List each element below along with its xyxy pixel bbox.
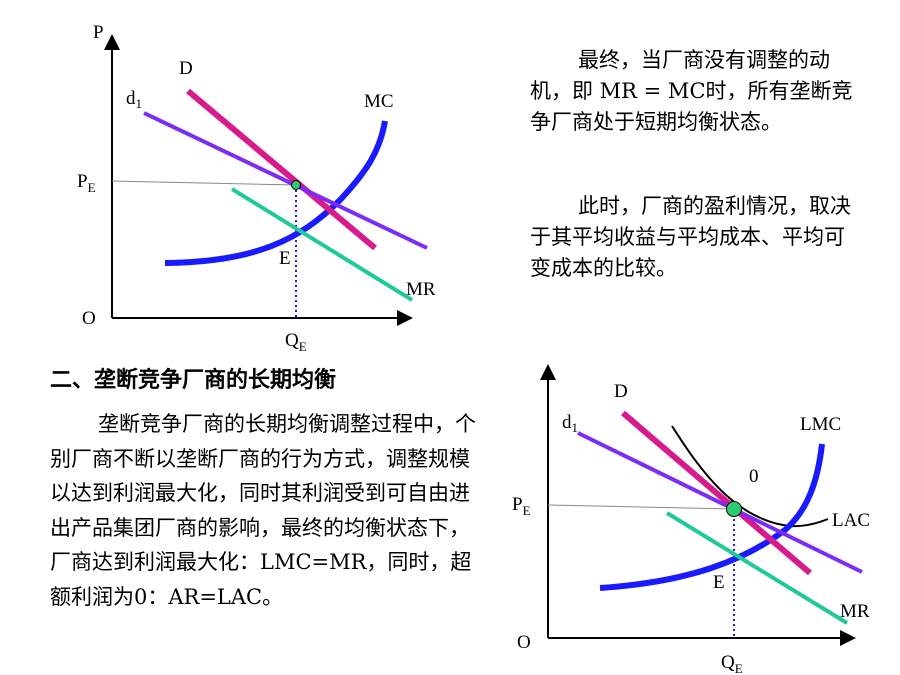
section-heading: 二、垄断竞争厂商的长期均衡 [50, 368, 337, 393]
mr-label: MR [840, 601, 870, 622]
origin-label: O [517, 632, 531, 653]
price-guide-line [547, 504, 735, 510]
short-run-equilibrium-graph: P O PE QE D d1 MC MR E [77, 22, 436, 354]
d1-label: d1 [126, 88, 142, 111]
mc-curve [164, 120, 388, 266]
mr-label: MR [406, 279, 436, 300]
equilibrium-point [726, 501, 742, 517]
demand-d-curve [621, 410, 812, 576]
mr-curve [230, 187, 414, 302]
demand-d1-curve [143, 111, 428, 250]
d1-label: d1 [562, 412, 578, 435]
pe-label: PE [77, 171, 96, 195]
d-label: D [614, 381, 628, 402]
equilibrium-point [291, 180, 301, 190]
e-label: E [279, 248, 291, 269]
lmc-label: LMC [800, 414, 841, 435]
short-run-paragraph-2: 此时，厂商的盈利情况，取决于其平均收益与平均成本、平均可变成本的比较。 [530, 194, 851, 280]
demand-d-curve [186, 88, 377, 251]
pe-label: PE [512, 494, 531, 518]
long-run-equilibrium-graph: O PE QE D d1 LMC LAC MR E 0 [512, 364, 870, 675]
mr-curve [665, 511, 849, 625]
short-run-paragraph-1: 最终，当厂商没有调整的动机，即 MR = MC时，所有垄断竞争厂商处于短期均衡状… [530, 48, 853, 134]
qe-label: QE [285, 330, 307, 354]
e-label: E [713, 572, 725, 593]
lac-curve [671, 425, 829, 528]
zero-label: 0 [749, 466, 759, 487]
lmc-curve [599, 443, 825, 591]
origin-label: O [82, 308, 96, 329]
mc-label: MC [364, 91, 394, 112]
price-guide-line [111, 180, 297, 186]
d-label: D [179, 58, 193, 79]
lac-label: LAC [832, 510, 870, 531]
qe-label: QE [721, 652, 743, 675]
demand-d1-curve [577, 431, 863, 574]
y-axis-label: P [93, 22, 104, 43]
long-run-paragraph: 垄断竞争厂商的长期均衡调整过程中，个别厂商不断以垄断厂商的行为方式，调整规模以达… [50, 412, 476, 609]
